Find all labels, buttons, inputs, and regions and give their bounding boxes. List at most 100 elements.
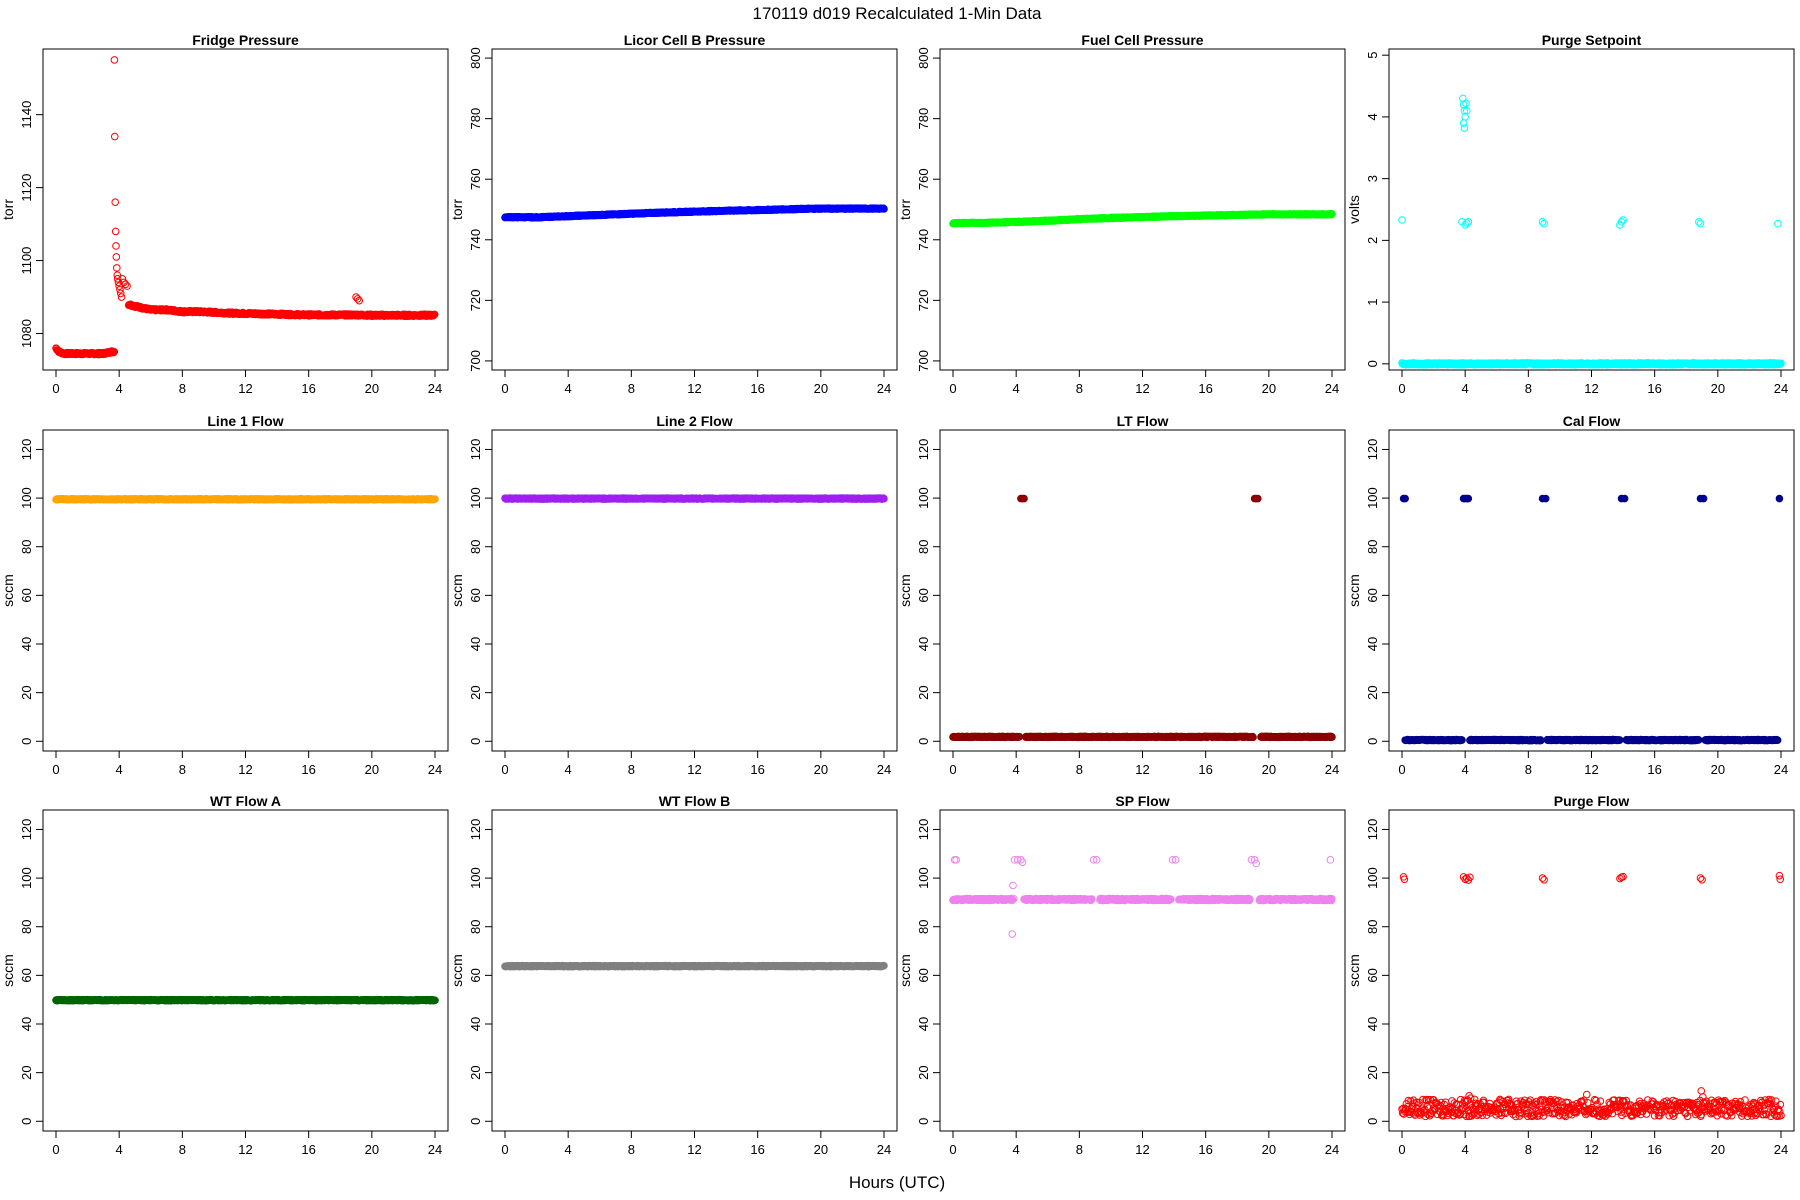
x-tick-label: 8 (1076, 381, 1083, 396)
data-point (1461, 113, 1469, 121)
x-tick-label: 0 (501, 381, 508, 396)
data-point (1462, 99, 1470, 108)
x-tick-label: 0 (52, 762, 59, 777)
data-point (121, 280, 130, 289)
y-tick-label: 1 (1365, 298, 1380, 305)
y-tick-label: 40 (19, 637, 34, 651)
y-tick-label: 740 (468, 229, 483, 251)
y-tick-label: 780 (468, 108, 483, 130)
y-tick-label: 0 (1365, 360, 1380, 367)
x-tick-label: 16 (1198, 381, 1212, 396)
x-tick-label: 16 (1647, 381, 1661, 396)
data-point (118, 275, 127, 283)
y-axis-label: volts (1346, 195, 1362, 224)
data-point (116, 289, 125, 298)
y-tick-label: 760 (916, 168, 931, 190)
x-tick-label: 20 (1711, 381, 1725, 396)
y-tick-label: 1100 (19, 247, 34, 275)
x-tick-label: 12 (687, 381, 701, 396)
x-tick-label: 8 (628, 762, 635, 777)
x-tick-label: 24 (428, 381, 442, 396)
y-tick-label: 40 (468, 637, 483, 651)
data-series (1398, 359, 1785, 369)
x-tick-label: 12 (238, 381, 252, 396)
data-point (111, 198, 120, 207)
x-tick-label: 20 (365, 762, 379, 777)
y-tick-label: 2 (1365, 237, 1380, 244)
chart-title: Line 2 Flow (656, 413, 732, 429)
x-tick-label: 8 (1525, 381, 1532, 396)
y-tick-label: 1080 (19, 319, 34, 348)
y-tick-label: 120 (468, 439, 483, 461)
data-series (52, 300, 439, 359)
data-point (110, 347, 119, 356)
y-tick-label: 0 (19, 738, 34, 745)
data-point (355, 296, 364, 305)
x-tick-label: 16 (750, 762, 764, 777)
y-axis-label: torr (449, 199, 465, 220)
y-axis-label: sccm (0, 574, 16, 607)
data-point (1696, 219, 1705, 228)
data-point (123, 282, 131, 290)
data-point (112, 264, 121, 272)
data-point (1398, 216, 1406, 224)
y-tick-label: 760 (468, 168, 483, 190)
y-tick-label: 740 (916, 229, 931, 251)
data-series (501, 204, 888, 222)
chart-title: Licor Cell B Pressure (624, 32, 766, 48)
data-point (1458, 94, 1467, 103)
data-point (880, 205, 888, 213)
x-tick-label: 4 (1462, 381, 1469, 396)
data-point (112, 253, 121, 261)
data-point (1619, 216, 1627, 224)
y-tick-label: 700 (916, 350, 931, 372)
x-tick-label: 0 (501, 762, 508, 777)
data-point (1540, 219, 1548, 228)
y-tick-label: 800 (916, 47, 931, 69)
y-tick-label: 80 (19, 539, 34, 553)
x-tick-label: 20 (814, 381, 828, 396)
data-series (949, 210, 1336, 228)
y-tick-label: 3 (1365, 175, 1380, 182)
y-tick-label: 800 (468, 47, 483, 69)
x-tick-label: 8 (179, 762, 186, 777)
x-tick-label: 4 (565, 762, 572, 777)
data-point (116, 285, 124, 294)
y-axis-label: torr (0, 199, 16, 220)
y-tick-label: 60 (468, 588, 483, 602)
chart-title: Fridge Pressure (192, 32, 299, 48)
data-point (430, 310, 439, 319)
data-point (1460, 124, 1469, 132)
x-tick-label: 4 (1013, 381, 1020, 396)
y-tick-label: 780 (916, 108, 931, 130)
x-tick-label: 24 (877, 762, 891, 777)
x-tick-label: 20 (1262, 381, 1276, 396)
data-point (1774, 219, 1782, 228)
x-tick-label: 20 (814, 762, 828, 777)
y-tick-label: 4 (1365, 113, 1380, 120)
plot-frame (491, 429, 898, 752)
data-point (112, 242, 120, 250)
y-tick-label: 100 (19, 487, 34, 509)
data-point (113, 271, 122, 279)
x-tick-label: 12 (1584, 381, 1598, 396)
x-tick-label: 8 (179, 381, 186, 396)
x-tick-label: 16 (301, 381, 315, 396)
y-axis-label: sccm (449, 574, 465, 607)
data-point (353, 295, 362, 303)
plot-frame (42, 429, 449, 752)
x-tick-label: 24 (428, 762, 442, 777)
x-tick-label: 8 (628, 381, 635, 396)
y-tick-label: 60 (19, 588, 34, 602)
x-tick-label: 24 (877, 381, 891, 396)
data-point (1328, 210, 1336, 218)
chart-title: Line 1 Flow (207, 413, 283, 429)
data-series (52, 495, 439, 504)
y-tick-label: 720 (468, 289, 483, 311)
x-tick-label: 12 (687, 762, 701, 777)
